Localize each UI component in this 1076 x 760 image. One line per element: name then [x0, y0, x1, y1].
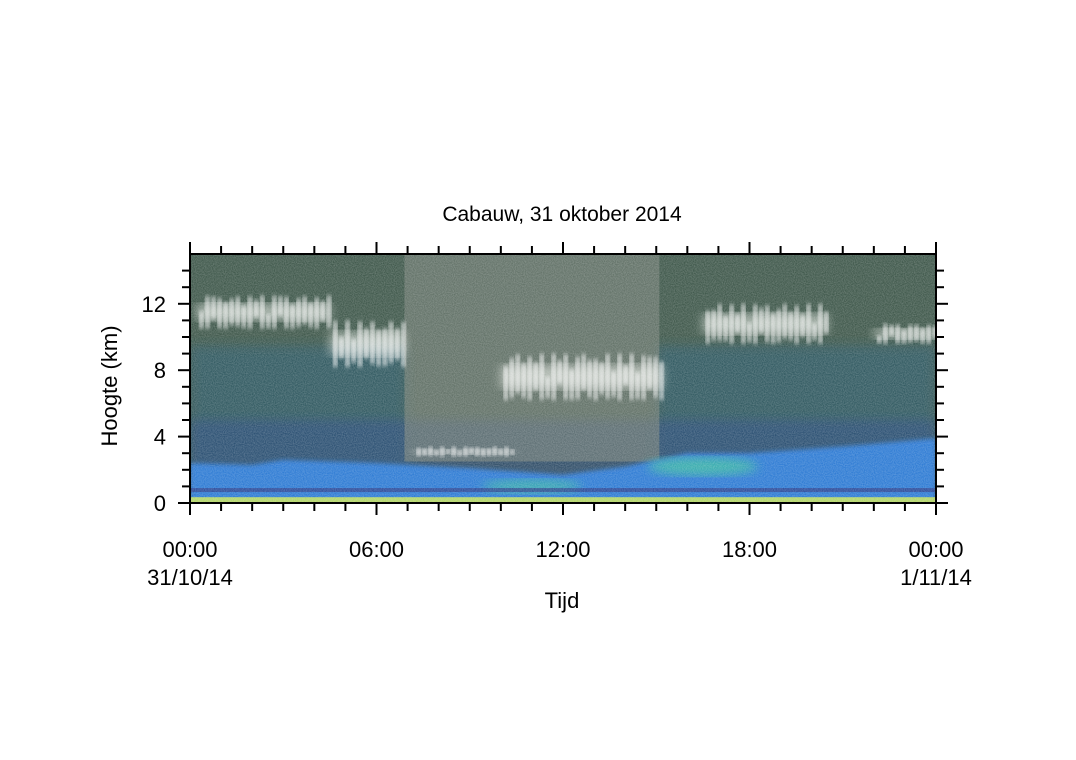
heatmap-image	[190, 254, 936, 503]
y-tick-labels: 0 4 8 12	[142, 292, 166, 516]
x-tick-date: 1/11/14	[900, 565, 972, 590]
x-tick-labels: 00:00 31/10/14 06:00 12:00 18:00 00:00 1/11/14	[147, 537, 972, 590]
x-tick-label: 06:00	[349, 537, 404, 562]
y-tick-label: 8	[154, 358, 166, 383]
y-tick-label: 4	[154, 425, 166, 450]
tick-marks	[178, 242, 948, 515]
x-tick-date: 31/10/14	[147, 565, 233, 590]
x-tick-label: 00:00	[162, 537, 217, 562]
y-axis-label: Hoogte (km)	[97, 325, 122, 446]
x-tick-label: 00:00	[908, 537, 963, 562]
y-tick-label: 12	[142, 292, 166, 317]
x-tick-label: 18:00	[722, 537, 777, 562]
y-tick-label: 0	[154, 491, 166, 516]
x-tick-label: 12:00	[535, 537, 590, 562]
chart-title: Cabauw, 31 oktober 2014	[442, 203, 682, 226]
noise-overlay	[190, 254, 936, 503]
x-axis-label: Tijd	[545, 588, 580, 613]
